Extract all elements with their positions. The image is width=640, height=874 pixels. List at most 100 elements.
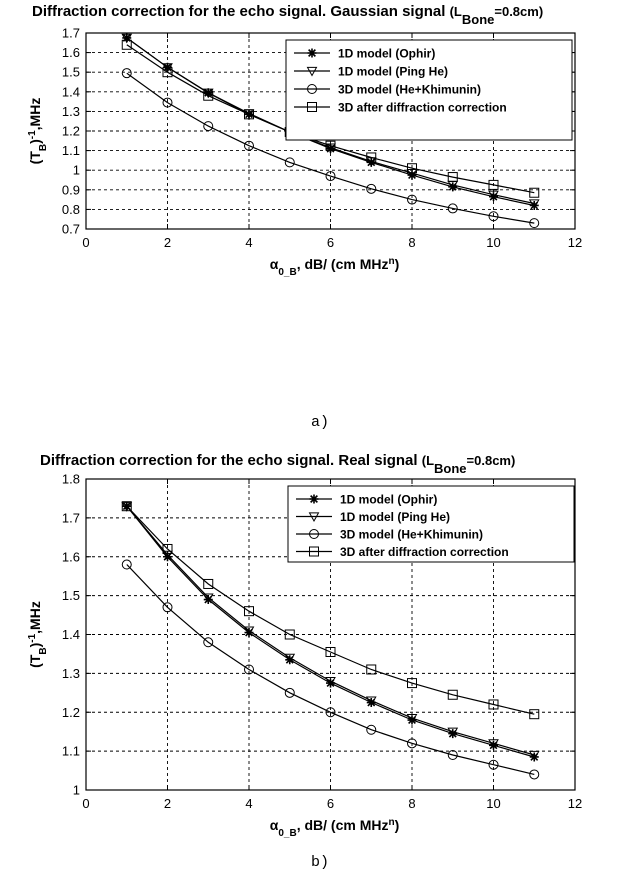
chart-a-ytick-label-2: 0.9 (62, 182, 80, 197)
chart-b-series-1-point-9 (488, 739, 499, 749)
chart-a-series-3-point-7 (407, 163, 417, 174)
chart-b-legend-marker-0 (309, 494, 319, 504)
chart-a-ylabel-sub: B (38, 144, 49, 151)
chart-a-ytick-label-5: 1.2 (62, 124, 80, 139)
chart-a-series-3-point-9 (488, 179, 499, 190)
chart-a-title-main: Diffraction correction for the echo sign… (32, 3, 450, 20)
chart-a-series-0-point-9 (489, 192, 498, 202)
chart-a-series-2-point-8 (447, 203, 458, 214)
chart-a-series-0-point-8 (448, 182, 458, 192)
chart-a-title: Diffraction correction for the echo sign… (32, 3, 543, 27)
chart-a-series-0-point-10 (529, 200, 539, 210)
chart-b-ylabel-t: (T (27, 654, 43, 668)
chart-a-series-1-point-9 (488, 190, 499, 201)
chart-b-grid (86, 479, 575, 790)
chart-b-xtick-label-0: 0 (82, 796, 89, 811)
chart-a-series-3-point-6 (366, 152, 377, 163)
chart-a-series-2-point-5 (325, 171, 336, 182)
chart-b-ylabel-end: ,MHz (27, 601, 43, 634)
chart-a-ylabel-mid: ) (27, 139, 43, 144)
chart-a-series-0-point-7 (407, 170, 417, 180)
chart-b-series-1-line (126, 505, 535, 756)
chart-b-title-end: =0.8cm) (467, 453, 516, 468)
chart-a-xtick-label-1: 2 (164, 235, 171, 250)
chart-b-series-1-point-7 (406, 713, 418, 724)
chart-b-ylabel-sup: -1 (27, 633, 38, 642)
chart-a-ytick-label-9: 1.6 (62, 45, 80, 60)
chart-b-series-0-point-8 (448, 729, 458, 739)
chart-b-ytick-label-3: 1.3 (62, 666, 80, 681)
chart-b-ytick-label-6: 1.6 (62, 549, 80, 564)
chart-b-series-3-point-10 (529, 709, 540, 720)
chart-a-legend-marker-2 (307, 84, 317, 94)
chart-a-ylabel: (TB)-1,MHz (27, 98, 49, 165)
chart-a-series-2-point-2 (203, 121, 214, 132)
chart-a-ylabel-t: (T (27, 151, 43, 165)
chart-a-series-2-point-10 (529, 218, 540, 229)
chart-b-xtick-label-6: 12 (568, 796, 582, 811)
chart-b-series-0-point-4 (285, 655, 295, 665)
chart-b-ytick-label-0: 1 (73, 783, 80, 798)
chart-a-series-1-point-2 (202, 88, 214, 99)
chart-a-xtick-label-4: 8 (408, 235, 415, 250)
chart-a-series-3-point-10 (529, 187, 540, 198)
chart-a-series-3-line (126, 44, 535, 194)
chart-b-series-1 (121, 502, 540, 761)
chart-b-legend-label-2: 3D model (He+Khimunin) (340, 528, 483, 542)
chart-a-series-2-point-3 (244, 140, 254, 151)
chart-b-series-2-point-10 (529, 769, 540, 780)
chart-b-legend: 1D model (Ophir) 1D model (Ping He) 3D mod… (287, 485, 575, 563)
chart-a-xtick-label-0: 0 (82, 235, 89, 250)
chart-a-legend-marker-1 (306, 66, 318, 77)
chart-b-ytick-label-1: 1.1 (62, 744, 80, 759)
chart-a-xlabel-rest: , dB/ (cm MHz (297, 256, 389, 272)
chart-b-legend-marker-3 (309, 546, 319, 557)
chart-b-series-3-point-1 (162, 543, 173, 554)
chart-a-legend-marker-0 (307, 48, 317, 58)
chart-b-series-3-point-4 (284, 629, 295, 640)
chart-b-title-subscript: Bone (434, 461, 467, 476)
chart-b-series-2-point-5 (325, 707, 336, 718)
chart-a-series-2-line (126, 72, 535, 224)
chart-b-xlabel-alpha: α (270, 817, 279, 833)
chart-a-ytick-label-4: 1.1 (62, 143, 80, 158)
chart-b-series-2-point-2 (203, 637, 214, 648)
chart-b-series-1-point-2 (202, 593, 214, 604)
chart-b-legend-label-0: 1D model (Ophir) (340, 493, 437, 507)
chart-b-xtick-label-2: 4 (245, 796, 252, 811)
chart-a-ytick-label-8: 1.5 (62, 65, 80, 80)
chart-b-ylabel: (TB)-1,MHz (27, 601, 49, 668)
chart-a-ytick-label-0: 0.7 (62, 222, 80, 237)
chart-a-ytick-label-7: 1.4 (62, 84, 80, 99)
chart-b-series-2-point-4 (284, 687, 295, 698)
chart-b-xtick-label-5: 10 (486, 796, 500, 811)
chart-a-series-3-point-3 (244, 109, 254, 120)
chart-a-series-1-point-7 (406, 169, 418, 179)
chart-b-title-main: Diffraction correction for the echo sign… (40, 452, 422, 469)
chart-a-legend-marker-3 (307, 102, 317, 112)
chart-b-series-1-point-8 (447, 727, 459, 738)
chart-b-series-2-point-6 (366, 724, 377, 735)
chart-b-legend-label-1: 1D model (Ping He) (340, 510, 450, 524)
chart-a-ytick-label-6: 1.3 (62, 104, 80, 119)
chart-a-ylabel-sup: -1 (27, 130, 38, 139)
chart-a-legend-label-1: 1D model (Ping He) (338, 65, 448, 79)
chart-b-series-1-point-4 (284, 653, 296, 664)
chart-a-series-2-point-9 (488, 211, 499, 222)
chart-b-ytick-label-4: 1.4 (62, 627, 80, 642)
chart-a-ytick-label-1: 0.8 (62, 202, 80, 217)
chart-a-series-3 (121, 39, 540, 198)
chart-b-series-2-point-8 (447, 750, 458, 761)
chart-a-title-end: =0.8cm) (494, 4, 543, 19)
chart-b-series-0-point-2 (203, 595, 213, 605)
chart-a-series-3-point-2 (203, 90, 214, 101)
chart-b-series-0-point-1 (163, 552, 172, 562)
chart-b-series-2-point-7 (407, 738, 417, 749)
chart-b-ytick-label-5: 1.5 (62, 588, 80, 603)
chart-b-series-3-point-0 (121, 501, 132, 512)
chart-b-series-3-point-9 (488, 699, 499, 710)
chart-a-series-1-point-5 (325, 143, 336, 154)
chart-b-series-1-point-1 (162, 550, 173, 561)
chart-a-ylabel-end: ,MHz (27, 98, 43, 131)
